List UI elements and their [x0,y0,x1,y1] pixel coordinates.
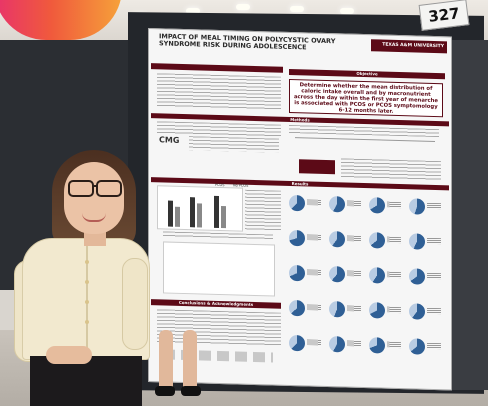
pie-chart [289,334,305,352]
introduction-text [157,73,281,111]
pie-chart [369,337,385,354]
pie-chart [409,268,425,285]
chart-bar [168,200,173,227]
methods-text [157,121,281,137]
objective-text: Determine whether the mean distribution … [293,82,439,115]
dark-data-box [299,159,335,175]
ceiling-light [340,8,354,14]
cardigan-button [85,320,89,324]
cardigan-button [85,300,89,304]
pie-chart [329,266,345,283]
board-number: 327 [427,4,461,26]
introduction-header [151,63,283,73]
pie-chart [409,233,425,250]
shoe [181,386,201,396]
neighbor-board [452,40,488,390]
cardigan-button [85,260,89,264]
methods-diagram-caption [289,124,439,138]
glasses-lens [68,180,94,197]
poster-title: IMPACT OF MEAL TIMING ON POLYCYSTIC OVAR… [159,32,336,52]
pie-chart-grid [285,193,445,377]
ceiling-light [186,8,200,14]
pie-label [427,307,441,315]
line-chart [163,241,275,297]
pie-label [307,339,321,346]
presenter-smile [82,213,106,222]
pie-label [347,270,361,277]
glasses-bridge [92,185,98,187]
chart-bar [221,206,226,229]
pie-chart [289,229,305,247]
pie-chart [409,338,425,355]
university-logo: TEXAS A&M UNIVERSITY [371,39,447,54]
cardigan-button [85,280,89,284]
pie-chart [369,197,385,214]
bar-chart [157,185,243,232]
pie-chart [289,264,305,282]
ceiling-light [290,6,304,12]
meal-timeline [295,137,435,157]
pie-chart [329,336,345,353]
pie-chart [409,198,425,215]
pie-label [347,235,361,242]
legend-no-pcos: No PCOS [233,183,249,188]
pie-chart [329,196,345,213]
objective-header: Objective [289,68,445,80]
chart-bar [190,197,195,228]
pie-label [427,202,441,210]
methods-flow [189,136,279,153]
bar-chart-notes [245,189,281,231]
pie-chart [369,267,385,284]
pie-label [427,237,441,245]
pie-label [307,269,321,276]
shoe [155,386,175,396]
presenter-face [64,162,124,234]
chart-bar [197,203,202,228]
leg [159,330,173,392]
pie-label [387,341,401,349]
pie-label [307,199,321,206]
visitor-legs [155,330,201,400]
conclusions-band: Conclusions & Acknowledgments [151,299,281,309]
leg [183,330,197,392]
pie-chart [369,232,385,249]
pie-chart [289,299,305,317]
presenter-hands [46,346,92,364]
pie-label [347,200,361,207]
chart-bar [214,195,219,228]
pie-chart [329,231,345,248]
objective-box: Determine whether the mean distribution … [289,78,443,118]
glasses-lens [96,180,122,197]
pie-label [307,304,321,311]
line-chart-caption [163,231,273,241]
presenter-skirt [30,356,142,406]
study-logo: CMG [159,135,180,145]
pie-chart [289,194,305,212]
pie-label [387,201,401,209]
pie-label [387,236,401,244]
cardigan-placket [86,244,88,354]
pie-label [347,305,361,312]
pie-label [307,234,321,241]
pie-label [427,272,441,280]
presenter-right-arm [122,258,148,350]
pie-label [387,271,401,279]
pie-label [427,342,441,350]
pie-label [387,306,401,314]
glasses [68,180,122,197]
chart-bar [175,206,180,227]
pie-chart [329,301,345,318]
pie-label [347,340,361,347]
university-name: TEXAS A&M UNIVERSITY [382,42,444,50]
legend-pcos: PCOS [215,182,225,188]
pie-chart [369,302,385,319]
ceiling-light [236,4,250,10]
pie-chart [409,303,425,320]
covariates-text [341,158,441,182]
